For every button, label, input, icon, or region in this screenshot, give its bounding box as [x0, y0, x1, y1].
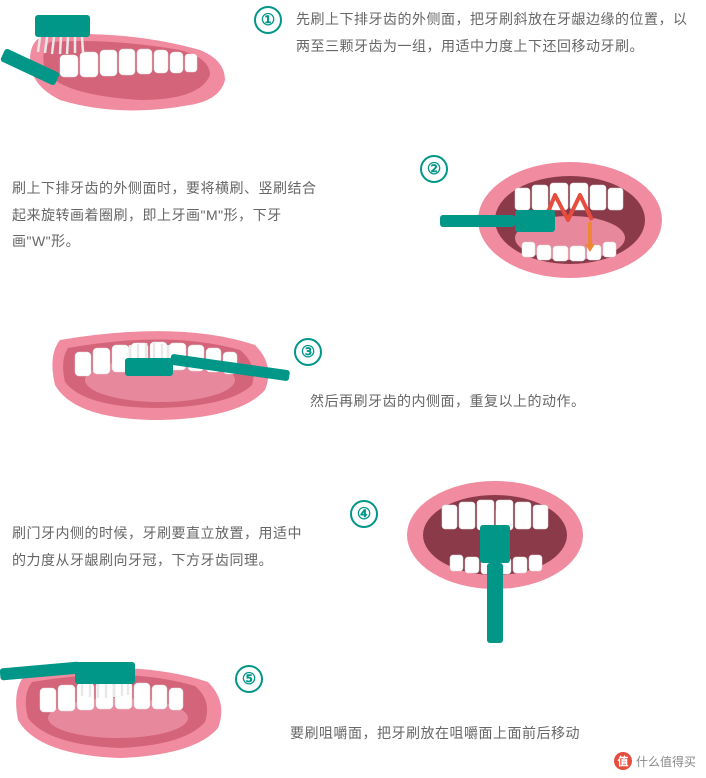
step2-text: 刷上下排牙齿的外侧面时，要将横刷、竖刷结合起来旋转画着圈刷，即上牙画"M"形，下… — [12, 175, 322, 255]
watermark: 值 什么值得买 — [614, 752, 696, 770]
step3-illustration — [30, 300, 290, 440]
step1: ① 先刷上下排牙齿的外侧面，把牙刷斜放在牙龈边缘的位置，以两至三颗牙齿为一组，用… — [254, 6, 694, 59]
step4-illustration — [380, 470, 610, 650]
step3-text: 然后再刷牙齿的内侧面，重复以上的动作。 — [310, 388, 690, 415]
step4-number: ④ — [350, 500, 378, 528]
watermark-icon: 值 — [614, 752, 632, 770]
step1-text: 先刷上下排牙齿的外侧面，把牙刷斜放在牙龈边缘的位置，以两至三颗牙齿为一组，用适中… — [296, 6, 694, 59]
step5-text: 要刷咀嚼面，把牙刷放在咀嚼面上面前后移动 — [290, 720, 690, 747]
step1-number: ① — [254, 6, 282, 34]
step4-text: 刷门牙内侧的时候，牙刷要直立放置，用适中的力度从牙龈刷向牙冠，下方牙齿同理。 — [12, 520, 312, 573]
step3-number: ③ — [294, 338, 322, 366]
step2-illustration — [420, 150, 680, 290]
step5-number: ⑤ — [235, 665, 263, 693]
step2-number: ② — [420, 155, 448, 183]
watermark-text: 什么值得买 — [636, 753, 696, 770]
step5-illustration — [0, 640, 240, 775]
step1-illustration — [0, 0, 250, 130]
